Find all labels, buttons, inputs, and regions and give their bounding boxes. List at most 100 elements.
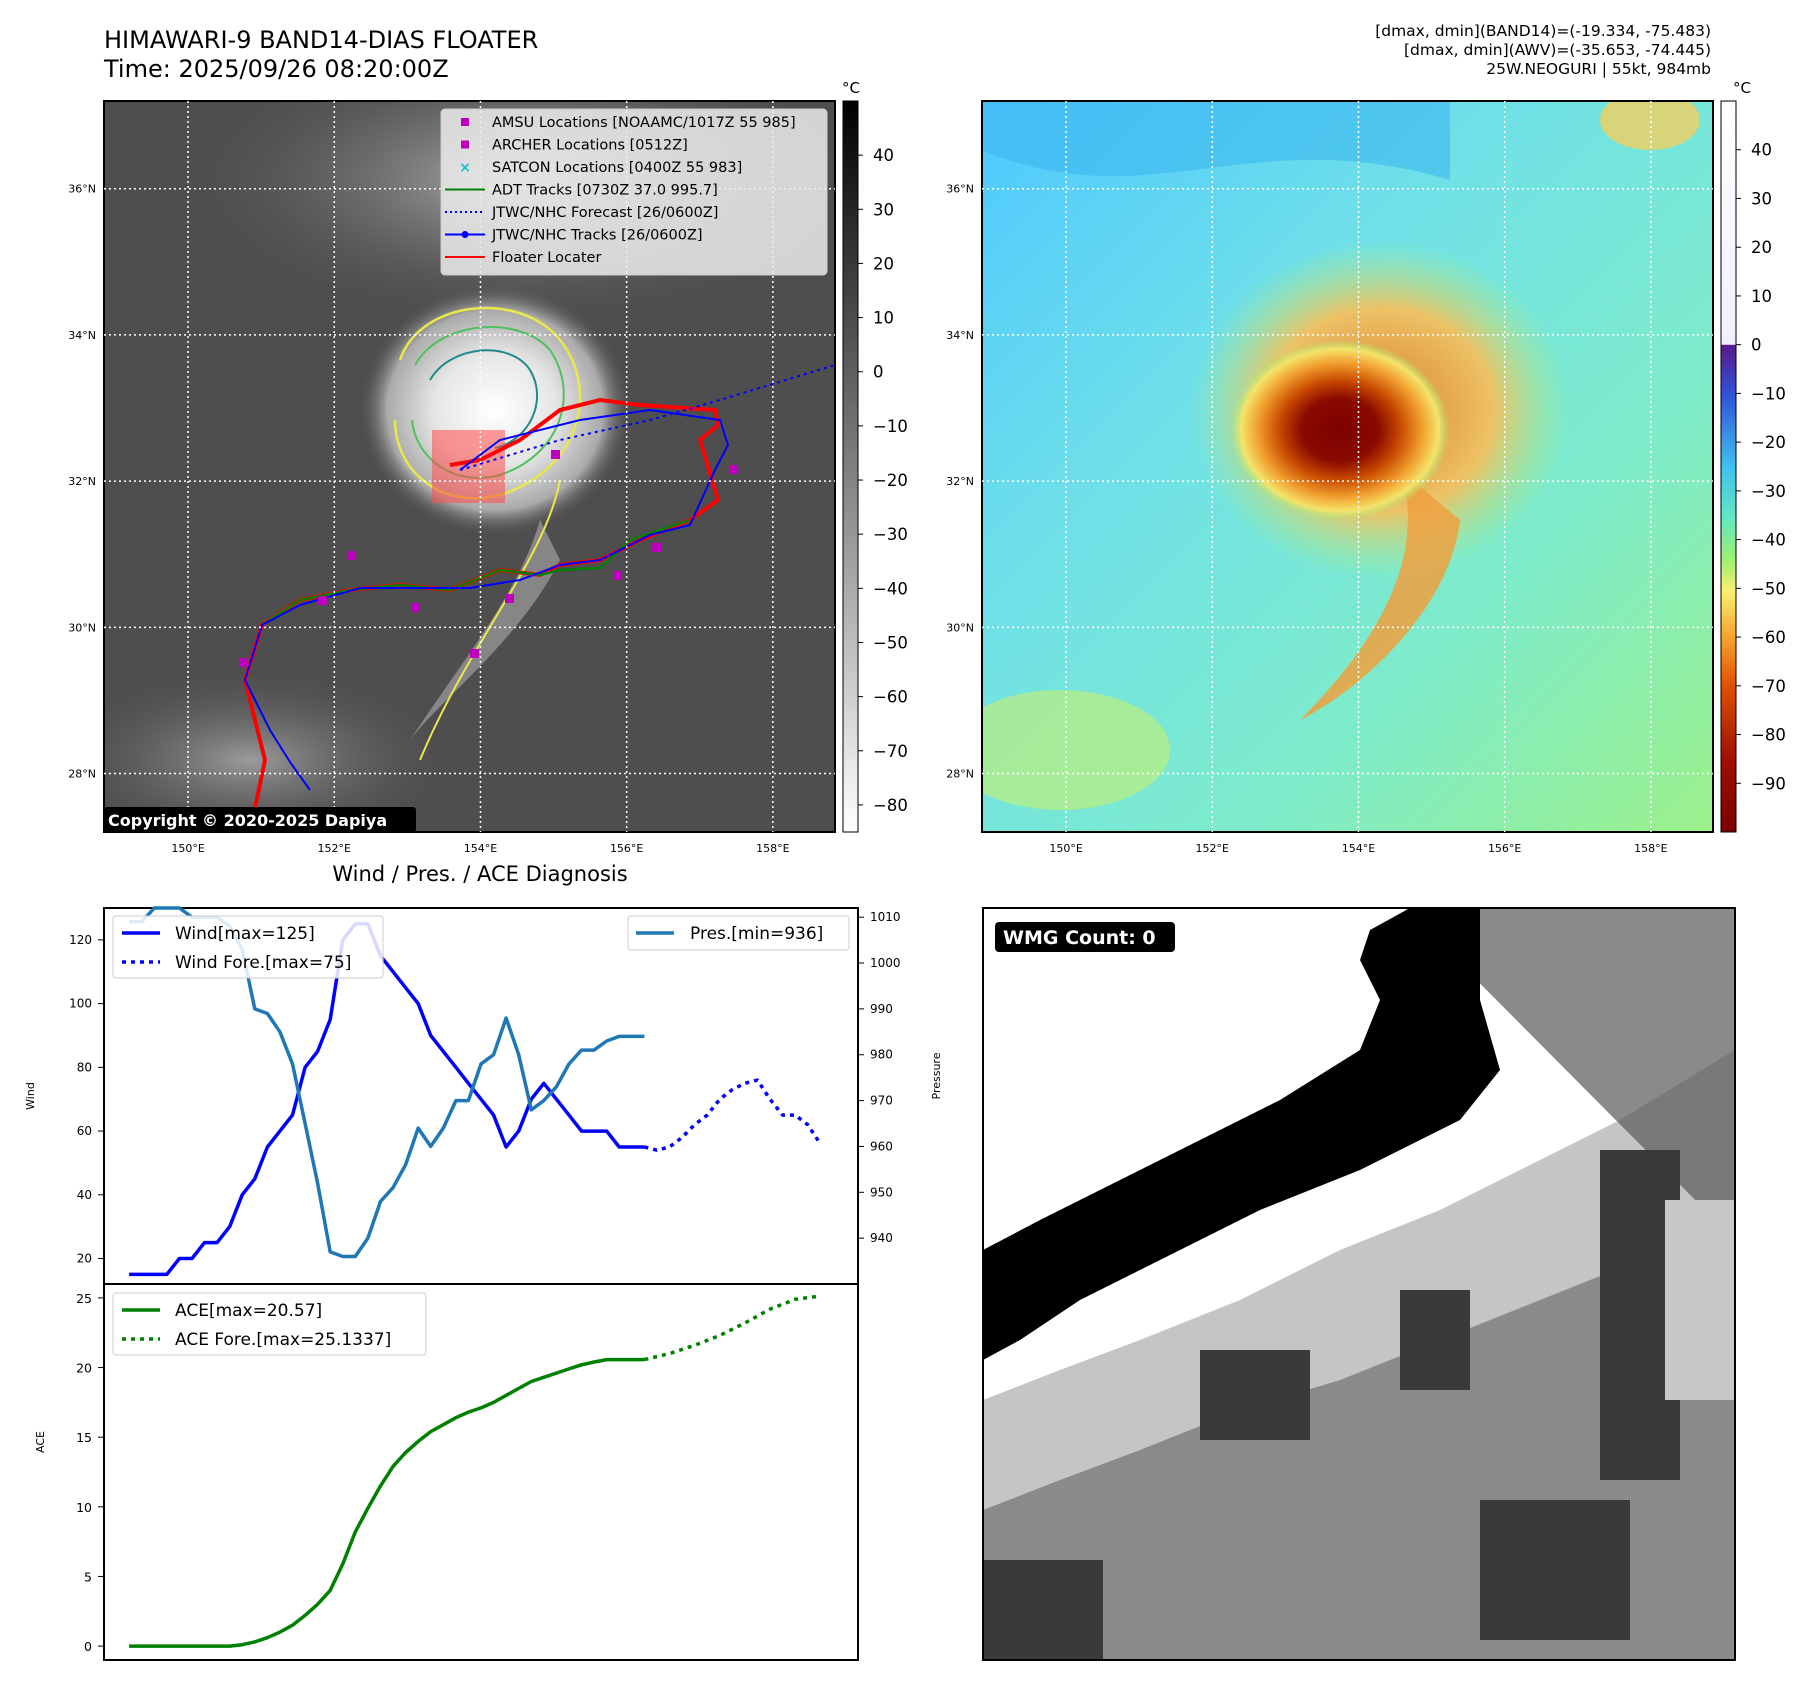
wv-panel-frame — [981, 100, 1714, 833]
colorbar-tick-label: −20 — [1751, 433, 1786, 452]
wind-ytick-label: 100 — [69, 997, 92, 1011]
colorbar-tick-label: −60 — [1751, 628, 1786, 647]
ace-ytick-label: 20 — [76, 1361, 92, 1376]
lon-tick-label: 158°E — [756, 842, 789, 855]
series-line — [643, 1294, 821, 1362]
wind-pressure-chart: 20 40 60 80 100 120 940 950 960 970 980 990 1000 1010… — [24, 906, 943, 1285]
pressure-ytick-label: 1000 — [870, 956, 901, 970]
colorbar-tick-label: −40 — [1751, 531, 1786, 550]
ir-contour-teal — [429, 349, 539, 449]
colorbar-tick-label: 20 — [1751, 238, 1772, 257]
colorbar-tick-label: −10 — [1751, 384, 1786, 403]
ir-panel-frame — [103, 100, 836, 833]
legend-marker-dot — [461, 231, 469, 238]
map-legend: AMSU Locations [NOAAMC/1017Z 55 985] ARCH… — [440, 108, 828, 276]
legend-label: JTWC/NHC Tracks [26/0600Z] — [491, 228, 703, 244]
jtwc-forecast — [459, 364, 835, 471]
legend-marker-square — [461, 118, 469, 126]
lat-tick-label: 36°N — [946, 183, 974, 196]
colorbar-tick-label: −20 — [873, 471, 908, 490]
wv-colorbar-ticks: 40 30 20 10 0 −10 −20 −30 −40 −50 −60 −70 −80 −90 — [1736, 141, 1786, 793]
lat-tick-label: 30°N — [68, 621, 96, 634]
colorbar-tick-label: −10 — [873, 417, 908, 436]
ir-storm-cloud — [360, 285, 630, 535]
legend-ace-fore-label: ACE Fore.[max=25.1337] — [175, 1330, 391, 1350]
wv-dry-region — [982, 101, 1450, 180]
colorbar-tick-label: −80 — [873, 796, 908, 815]
wind-legend-box — [112, 915, 384, 979]
legend-label: JTWC/NHC Forecast [26/0600Z] — [491, 205, 718, 221]
lon-tick-label: 154°E — [464, 842, 497, 855]
legend-label: SATCON Locations [0400Z 55 983] — [492, 160, 742, 176]
ace-legend-box — [112, 1292, 427, 1356]
ir-colorbar — [842, 100, 859, 833]
jtwc-track — [243, 408, 730, 791]
legend-label: AMSU Locations [NOAAMC/1017Z 55 985] — [492, 115, 796, 131]
wmg-count-badge: WMG Count: 0 — [995, 922, 1175, 952]
dmax-awv-text: [dmax, dmin](AWV)=(-35.653, -74.445) — [1404, 41, 1711, 59]
ace-ytick-label: 15 — [76, 1430, 92, 1445]
colorbar-tick-label: −30 — [1751, 482, 1786, 501]
legend-wind-fore-label: Wind Fore.[max=75] — [175, 953, 351, 973]
copyright-badge: Copyright © 2020-2025 Dapiya — [104, 807, 416, 832]
colorbar-tick-label: −30 — [873, 525, 908, 544]
pressure-ylabel: Pressure — [930, 1052, 943, 1099]
wv-southwest-cloud — [982, 690, 1170, 810]
wv-northeast-cloud — [1600, 101, 1700, 150]
colorbar-tick-label: 20 — [873, 254, 894, 273]
lon-tick-label: 150°E — [171, 842, 204, 855]
lat-tick-label: 32°N — [946, 475, 974, 488]
lat-tick-label: 34°N — [68, 329, 96, 342]
colorbar-tick-label: −80 — [1751, 726, 1786, 745]
lon-tick-label: 152°E — [1196, 842, 1229, 855]
diagnostic-text: [dmax, dmin](BAND14)=(-19.334, -75.483) … — [1375, 22, 1711, 79]
ir-rainband — [410, 520, 560, 740]
legend-label: ADT Tracks [0730Z 37.0 995.7] — [492, 183, 718, 199]
legend-marker-square — [461, 140, 469, 149]
wmg-black-region — [983, 908, 1500, 1360]
copyright-text: Copyright © 2020-2025 Dapiya — [108, 811, 387, 830]
series-line — [643, 1078, 822, 1152]
ace-ylabel: ACE — [34, 1431, 47, 1453]
legend-label: Floater Locater — [492, 250, 601, 266]
pressure-ytick-label: 960 — [870, 1139, 893, 1153]
ace-ytick-label: 0 — [84, 1639, 92, 1654]
wv-rainband — [1300, 470, 1460, 720]
wmg-mid-band — [983, 908, 1735, 1510]
wmg-dark-patch-5 — [1480, 1500, 1630, 1640]
wmg-light-patch — [1665, 1200, 1735, 1400]
figure-title: HIMAWARI-9 BAND14-DIAS FLOATER Time: 202… — [104, 26, 538, 84]
pressure-ytick-label: 970 — [870, 1094, 893, 1108]
wmg-count-text: WMG Count: 0 — [1003, 927, 1156, 949]
colorbar-tick-label: −60 — [873, 688, 908, 707]
lat-tick-label: 34°N — [946, 329, 974, 342]
colorbar-tick-label: −50 — [1751, 579, 1786, 598]
lon-tick-label: 158°E — [1634, 842, 1667, 855]
ir-contour-band — [419, 479, 561, 761]
title-line-1: HIMAWARI-9 BAND14-DIAS FLOATER — [104, 26, 539, 54]
lat-tick-label: 28°N — [946, 768, 974, 781]
ir-contour-yellow — [393, 306, 582, 500]
lon-tick-label: 156°E — [610, 842, 643, 855]
wind-ylabel: Wind — [24, 1082, 37, 1110]
ir-southern-cloud — [104, 670, 450, 832]
colorbar-tick-label: 40 — [873, 146, 894, 165]
wmg-dark-patch-1 — [1200, 1350, 1310, 1440]
dmax-band14-text: [dmax, dmin](BAND14)=(-19.334, -75.483) — [1375, 22, 1711, 40]
lat-tick-label: 36°N — [68, 183, 96, 196]
lon-tick-label: 152°E — [318, 842, 351, 855]
series-line — [129, 1357, 645, 1648]
legend-label: ARCHER Locations [0512Z] — [492, 138, 688, 154]
colorbar-tick-label: 10 — [1751, 287, 1772, 306]
wv-gridlines — [982, 101, 1713, 832]
wind-ytick-label: 60 — [77, 1124, 92, 1138]
colorbar-tick-label: −70 — [1751, 677, 1786, 696]
wv-colorbar-unit: °C — [1733, 79, 1751, 97]
colorbar-tick-label: 30 — [1751, 189, 1772, 208]
ace-chart: 0 5 10 15 20 25 ACE ACE[max=20.57] ACE Fore.[max… — [34, 1283, 859, 1661]
colorbar-tick-label: −90 — [1751, 774, 1786, 793]
colorbar-tick-label: −70 — [873, 742, 908, 761]
lon-tick-label: 150°E — [1049, 842, 1082, 855]
